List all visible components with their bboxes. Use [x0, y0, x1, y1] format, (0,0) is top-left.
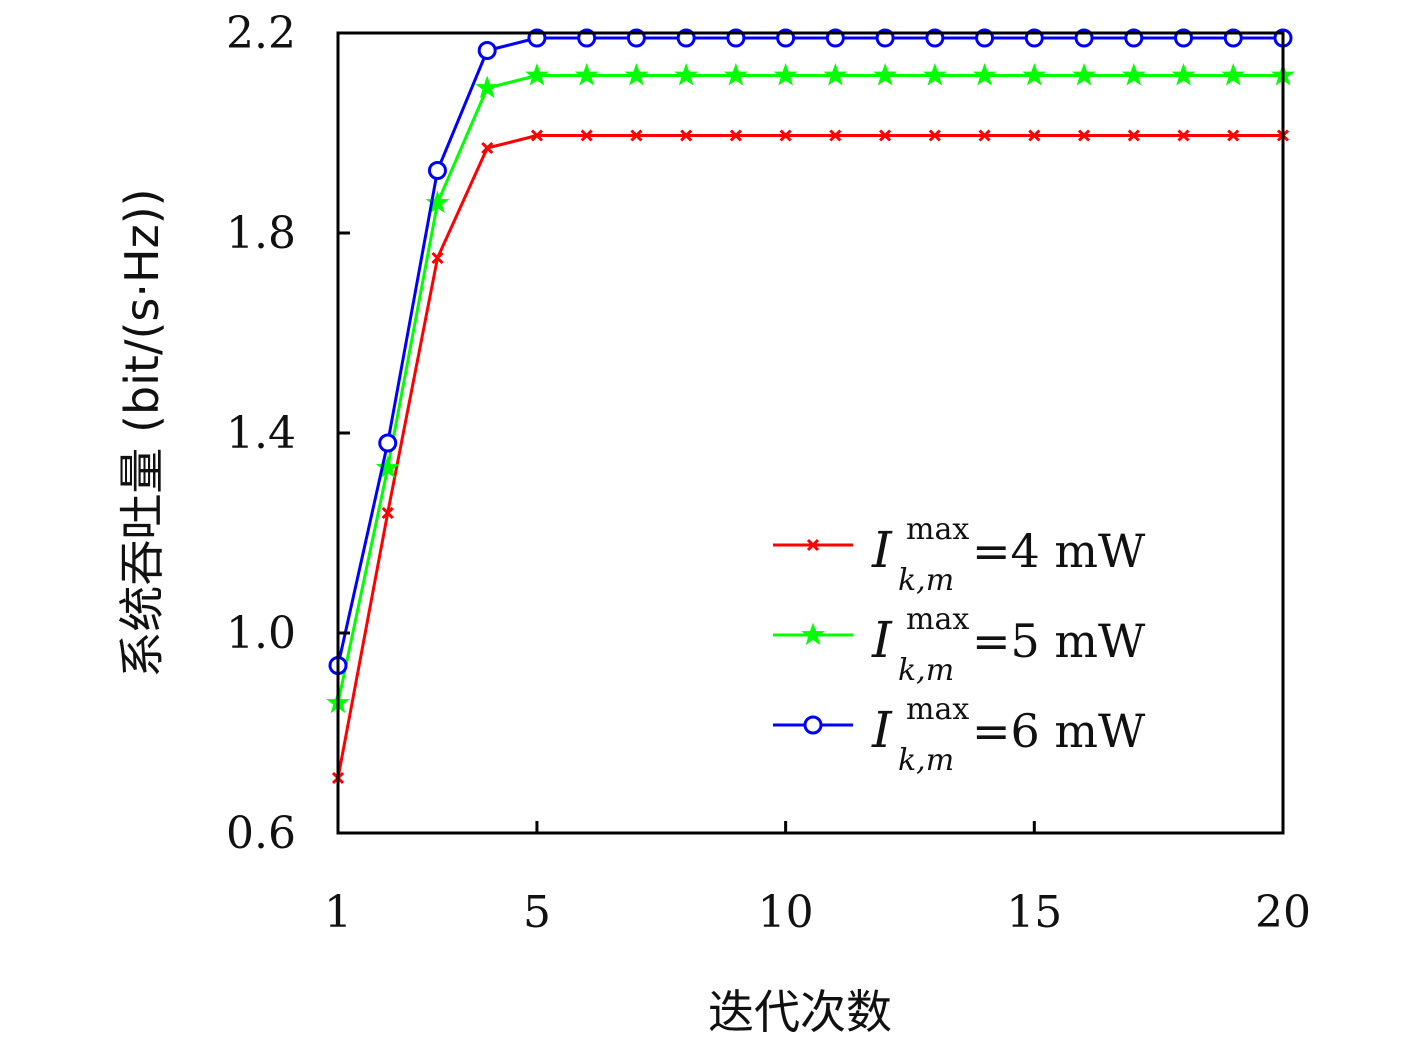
data-point — [1127, 129, 1140, 142]
data-point — [378, 433, 398, 453]
data-point — [427, 161, 447, 180]
x-axis-label: 迭代次数 — [708, 985, 892, 1039]
data-point — [928, 129, 941, 142]
data-point — [381, 506, 394, 520]
y-axis-label: 系统吞吐量 (bit/(s·Hz)) — [115, 188, 169, 677]
data-point — [1077, 129, 1091, 142]
data-point — [823, 62, 848, 86]
data-point — [773, 62, 798, 86]
data-point — [431, 251, 444, 265]
y-tick-label: 0.6 — [226, 808, 296, 859]
legend-superscript: max — [906, 602, 969, 637]
data-point — [1171, 62, 1196, 86]
legend-symbol: I — [871, 611, 893, 669]
data-point — [1022, 62, 1047, 86]
series-2 — [326, 62, 1295, 714]
legend-symbol: I — [871, 701, 893, 759]
data-point — [530, 129, 544, 142]
series-1 — [331, 129, 1290, 785]
legend-subscript: k,m — [898, 563, 954, 598]
data-point — [1072, 62, 1096, 86]
data-point — [972, 62, 997, 86]
y-tick-label: 1.4 — [226, 408, 296, 459]
data-point — [1028, 129, 1041, 142]
data-point — [978, 129, 991, 142]
x-tick-label: 1 — [324, 887, 352, 938]
x-tick-label: 5 — [523, 887, 551, 938]
legend-marker — [803, 715, 823, 735]
y-tick-label: 2.2 — [226, 8, 296, 59]
x-tick-label: 15 — [1006, 887, 1062, 938]
data-point — [630, 129, 643, 142]
data-point — [1221, 62, 1246, 86]
y-tick-label: 1.8 — [226, 208, 296, 259]
data-point — [680, 129, 693, 142]
legend-marker — [801, 622, 825, 646]
legend-symbol: I — [871, 521, 893, 579]
series-3 — [328, 28, 1293, 675]
series-line-2 — [336, 74, 1283, 704]
legend-subscript: k,m — [898, 653, 954, 688]
legend-superscript: max — [906, 692, 969, 727]
data-point — [829, 129, 842, 142]
legend-value: =5 mW — [972, 614, 1146, 668]
data-point — [475, 75, 500, 99]
data-point — [375, 455, 400, 479]
legend-marker — [806, 538, 820, 552]
data-point — [1177, 129, 1190, 142]
data-point — [580, 129, 593, 142]
x-tick-label: 10 — [758, 887, 814, 938]
data-point — [477, 41, 497, 60]
data-point — [779, 129, 792, 142]
data-point — [723, 62, 748, 86]
data-point — [481, 141, 494, 155]
data-point — [922, 62, 947, 86]
x-tick-label: 20 — [1255, 887, 1311, 938]
legend-subscript: k,m — [898, 743, 954, 778]
series-line-1 — [336, 134, 1283, 779]
y-tick-label: 1.0 — [226, 608, 296, 659]
series-layer — [326, 28, 1295, 785]
legend-value: =4 mW — [972, 524, 1146, 578]
legend-value: =6 mW — [972, 704, 1146, 758]
data-point — [574, 62, 599, 86]
data-point — [425, 190, 450, 214]
data-point — [525, 62, 549, 86]
data-point — [1121, 62, 1146, 86]
ticks-layer: 1 5 10 15 200.61.01.41.82.2 — [226, 8, 1311, 938]
data-point — [729, 129, 742, 142]
legend-superscript: max — [906, 512, 969, 547]
data-point — [879, 129, 892, 142]
data-point — [624, 62, 649, 86]
data-point — [873, 62, 898, 86]
data-point — [1227, 129, 1240, 142]
data-point — [674, 62, 699, 86]
